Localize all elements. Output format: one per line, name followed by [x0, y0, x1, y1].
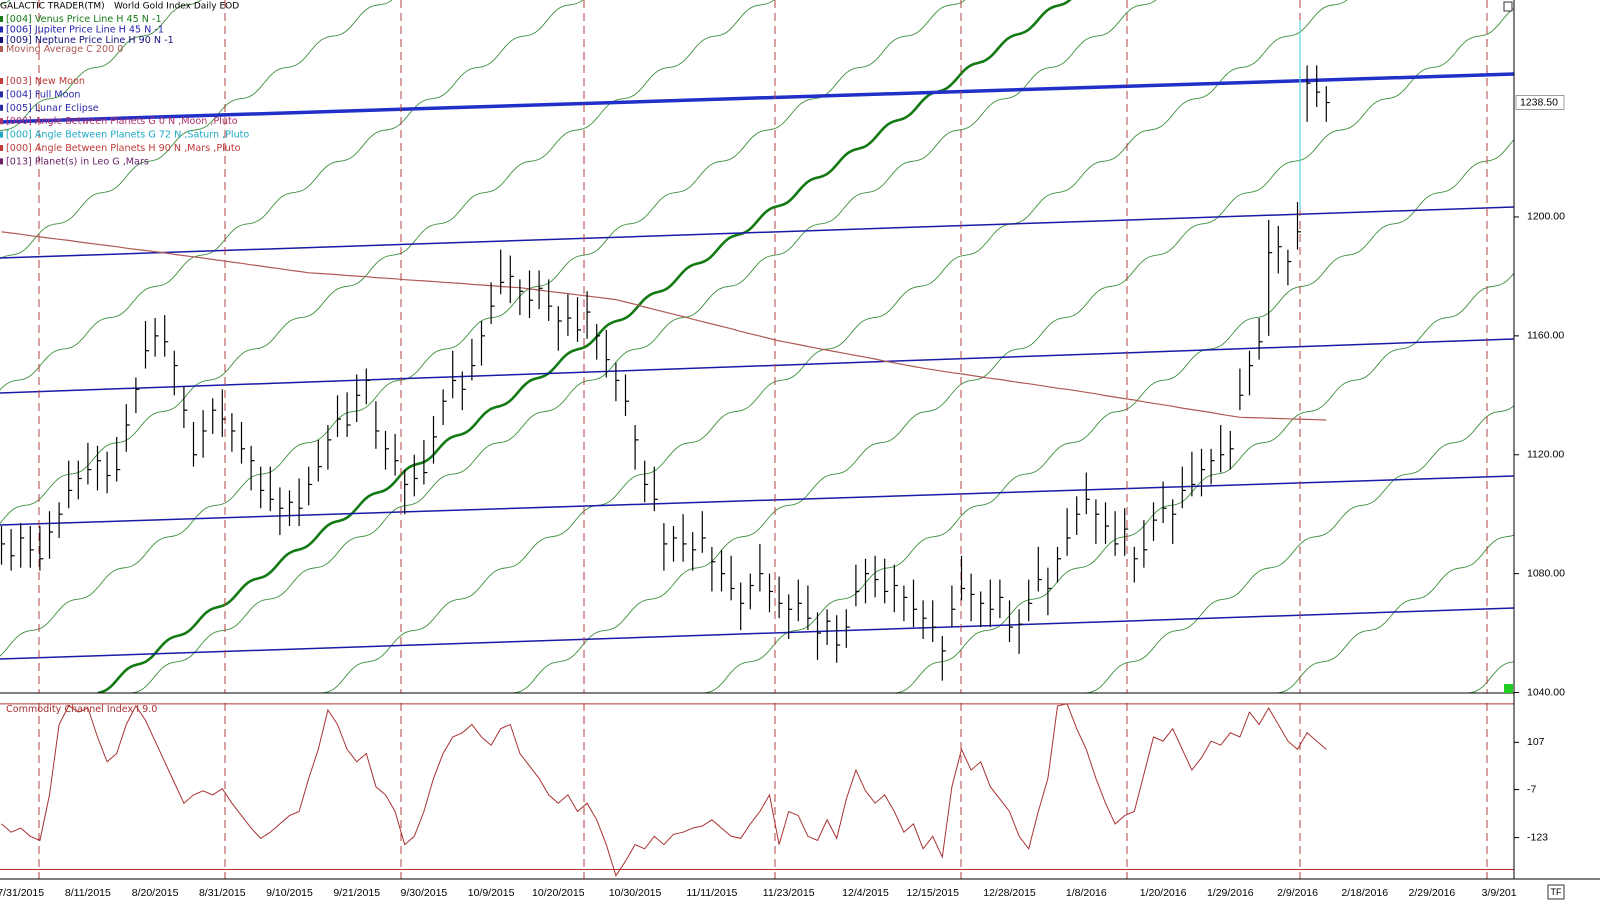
legend-swatch: [0, 91, 3, 98]
jupiter-line: [0, 338, 1514, 394]
x-tick-label: 9/10/2015: [266, 887, 313, 899]
legend-entry: [013] Planet(s) in Leo G ,Mars: [6, 156, 149, 167]
legend-entry: [005] Lunar Eclipse: [6, 103, 99, 114]
legend-entry: [003] New Moon: [6, 76, 85, 87]
legend-swatch: [0, 37, 3, 43]
x-tick-label: 10/9/2015: [468, 887, 515, 899]
legend-entry: [000] Angle Between Planets G 0 N ,Moon …: [6, 116, 238, 127]
x-tick-label: 9/30/2015: [401, 887, 448, 899]
x-tick-label: 8/11/2015: [65, 887, 111, 899]
legend-swatch: [0, 26, 3, 33]
pane-marker: [1504, 684, 1513, 693]
x-tick-label: 1/8/2016: [1066, 887, 1107, 899]
y-tick-label: 107: [1527, 736, 1545, 748]
overlays: [0, 0, 1514, 693]
jupiter-line: [0, 206, 1514, 259]
legend-entry: [000] Angle Between Planets H 90 N ,Mars…: [6, 143, 241, 154]
x-tick-label: 8/20/2015: [132, 887, 179, 899]
last-price-label: 1238.50: [1520, 96, 1558, 108]
x-tick-label: 11/23/2015: [763, 887, 815, 899]
chart-title: World Gold Index Daily EOD: [114, 2, 239, 12]
venus-line: [321, 0, 1348, 693]
legend-entry: [000] Angle Between Planets G 72 N ,Satu…: [6, 130, 249, 141]
y-tick-label: 1080.00: [1527, 567, 1565, 579]
x-tick-label: 1/29/2016: [1207, 887, 1254, 899]
venus-line: [512, 7, 1514, 693]
venus-line: [0, 0, 202, 132]
x-tick-label: 9/21/2015: [333, 887, 380, 899]
tf-button[interactable]: [1547, 884, 1565, 900]
venus-line: [894, 272, 1514, 693]
x-tick-label: 2/29/2016: [1409, 887, 1456, 899]
legend-swatch: [0, 131, 3, 138]
venus-line: [0, 0, 775, 525]
x-tick-label: 12/4/2015: [842, 887, 889, 899]
legend-swatch: [0, 145, 3, 151]
y-tick-label: 1040.00: [1527, 686, 1565, 698]
x-tick-label: 12/15/2015: [906, 887, 959, 899]
venus-line: [0, 0, 393, 260]
jupiter-line: [0, 475, 1514, 526]
x-tick-label: 1/20/2016: [1140, 887, 1187, 899]
legend-entry: [006] Jupiter Price Line H 45 N -1: [6, 25, 164, 36]
legend-entry: Moving Average C 200 0: [6, 44, 123, 55]
venus-line: [0, 0, 966, 657]
legend-entry: [009] Neptune Price Line H 90 N -1: [6, 35, 174, 46]
cci-title: Commodity Channel Index I 9.0: [6, 704, 157, 715]
y-tick-label: -123: [1527, 831, 1548, 843]
x-tick-label: 2/18/2016: [1341, 887, 1388, 899]
y-tick-label: 1160.00: [1527, 330, 1564, 342]
x-tick-label: 8/31/2015: [199, 887, 246, 899]
pane-button[interactable]: [1503, 1, 1513, 12]
x-tick-label: 11/11/2015: [686, 887, 737, 899]
legend-entry: [004] Full Moon: [6, 89, 80, 100]
cci-pane: [0, 703, 1514, 879]
x-tick-label: 3/9/201: [1482, 887, 1517, 899]
legend-swatch: [0, 118, 3, 125]
y-tick-label: 1200.00: [1527, 211, 1565, 223]
cci-line: [1, 703, 1327, 877]
venus-line: [703, 139, 1514, 693]
x-tick-label: 7/31/2015: [0, 887, 44, 899]
legend-swatch: [0, 158, 3, 165]
y-tick-label: -7: [1527, 783, 1536, 795]
tf-label[interactable]: TF: [1551, 887, 1562, 897]
legend-swatch: [0, 46, 3, 52]
x-tick-label: 12/28/2015: [983, 887, 1036, 899]
y-tick-label: 1120.00: [1527, 449, 1564, 461]
labels: GALACTIC TRADER(TM) World Gold Index Dai…: [0, 2, 249, 715]
last-price-box: [1515, 95, 1565, 110]
legend-swatch: [0, 78, 3, 84]
legend-entry: [004] Venus Price Line H 45 N -1: [6, 14, 162, 25]
moving-average: [1, 231, 1327, 421]
venus-line: [1085, 405, 1514, 693]
venus-line: [1276, 534, 1514, 693]
neptune-line: [0, 72, 1514, 124]
x-tick-label: 2/9/2016: [1277, 887, 1318, 899]
legend-swatch: [0, 16, 3, 22]
legend-swatch: [0, 104, 3, 111]
price-pane: [0, 65, 1330, 681]
x-tick-label: 10/20/2015: [532, 887, 585, 899]
app-title: GALACTIC TRADER(TM): [0, 2, 105, 12]
x-tick-label: 10/30/2015: [609, 887, 662, 899]
jupiter-line: [0, 607, 1514, 660]
venus-line: [130, 0, 1157, 693]
venus-line: [0, 0, 584, 391]
